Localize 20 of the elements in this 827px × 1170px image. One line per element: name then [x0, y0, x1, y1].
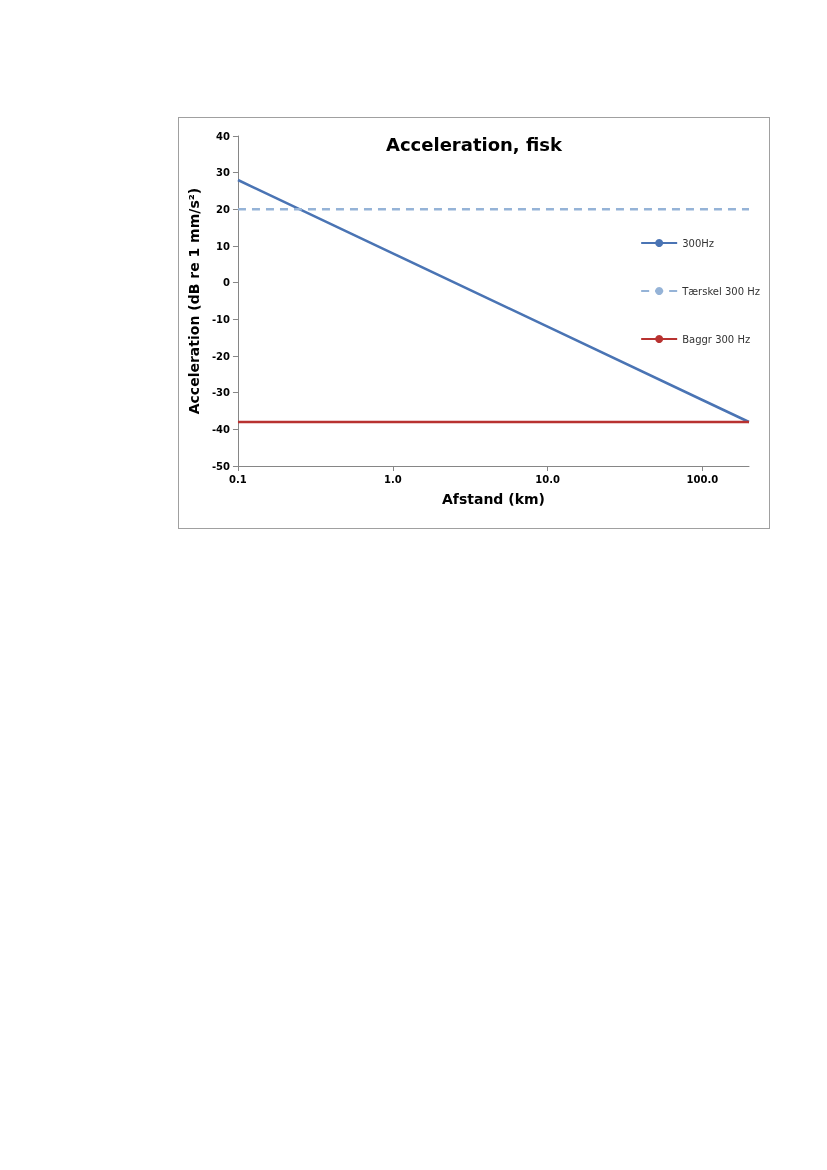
x-tick-label: 1.0	[383, 473, 402, 485]
legend-label: 300Hz	[682, 237, 715, 249]
legend-label: Tærskel 300 Hz	[681, 285, 760, 297]
x-axis-title: Afstand (km)	[442, 491, 545, 507]
legend-label: Baggr 300 Hz	[682, 333, 751, 345]
chart-title: Acceleration, fisk	[386, 133, 564, 155]
x-tick-label: 10.0	[535, 473, 560, 485]
x-tick-label: 0.1	[229, 473, 247, 485]
y-tick-label: 30	[216, 167, 230, 179]
y-tick-label: -20	[211, 350, 230, 362]
y-tick-label: -10	[211, 313, 230, 325]
y-tick-label: 10	[216, 240, 230, 252]
y-axis-title: Acceleration (dB re 1 mm/s²)	[186, 187, 202, 415]
y-tick-label: -30	[211, 387, 230, 399]
y-tick-label: 40	[216, 130, 230, 142]
y-tick-label: 0	[223, 277, 230, 289]
y-tick-label: 20	[216, 203, 230, 215]
y-tick-label: -40	[211, 423, 230, 435]
x-tick-label: 100.0	[686, 473, 719, 485]
y-tick-label: -50	[211, 460, 230, 472]
